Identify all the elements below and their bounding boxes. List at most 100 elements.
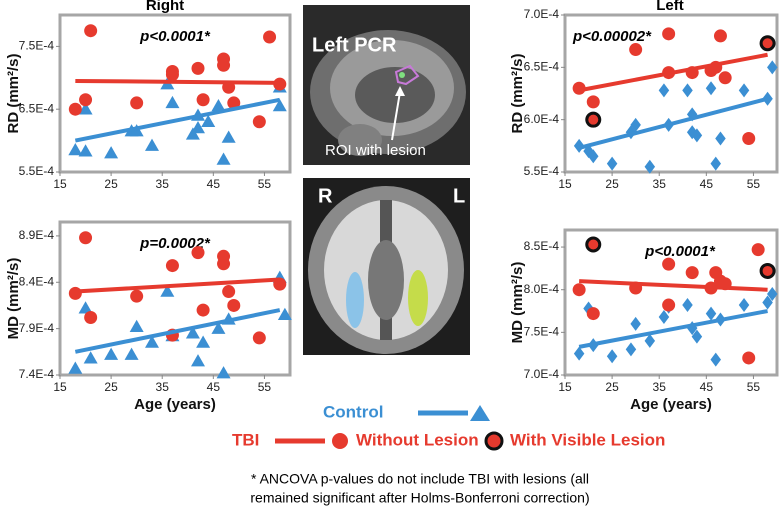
circle-point xyxy=(165,65,179,79)
fit-line xyxy=(578,309,768,349)
diamond-point xyxy=(682,298,693,313)
circle-point xyxy=(718,71,732,85)
plot-frame xyxy=(563,13,779,174)
circle-point xyxy=(196,303,210,317)
y-tick-label: 7.4E-4 xyxy=(19,367,55,381)
lesion-point xyxy=(759,35,776,52)
circle-point xyxy=(130,289,144,303)
triangle-point xyxy=(201,114,216,128)
legend-label: Control xyxy=(323,402,383,421)
triangle-point xyxy=(78,102,93,115)
circle-point xyxy=(713,29,727,43)
y-tick-label: 5.5E-4 xyxy=(19,164,55,178)
diamond-point xyxy=(606,156,618,171)
x-tick-label: 55 xyxy=(258,380,272,394)
x-tick-label: 15 xyxy=(53,380,67,394)
lesion-point xyxy=(585,236,602,253)
y-tick-label: 7.5E-4 xyxy=(19,39,55,53)
x-axis-title: Age (years) xyxy=(630,396,712,413)
y-tick-label: 7.0E-4 xyxy=(524,367,560,381)
x-tick-label: 55 xyxy=(747,177,761,191)
triangle-point xyxy=(78,301,93,314)
triangle-point xyxy=(104,347,119,360)
y-tick-label: 7.9E-4 xyxy=(19,321,55,335)
legend-marker xyxy=(484,431,504,451)
y-tick-label: 6.0E-4 xyxy=(524,112,560,126)
image-label: Left PCR xyxy=(312,34,397,56)
image-label: L xyxy=(453,185,465,207)
diamond-point xyxy=(705,81,717,96)
triangle-point xyxy=(185,326,200,339)
fit-line xyxy=(75,277,280,294)
footnote: remained significant after Holms-Bonferr… xyxy=(250,490,589,506)
y-tick-label: 5.5E-4 xyxy=(524,164,560,178)
fit-line xyxy=(74,308,281,354)
x-tick-label: 55 xyxy=(258,177,272,191)
legend-label: TBI xyxy=(232,430,259,449)
brain-sagittal xyxy=(303,5,470,165)
circle-point xyxy=(629,43,643,57)
circle-point xyxy=(586,95,600,109)
footnote: * ANCOVA p-values do not include TBI wit… xyxy=(251,471,589,487)
y-tick-label: 7.0E-4 xyxy=(524,7,560,21)
y-axis-title: RD (mm²/s) xyxy=(509,53,526,133)
triangle-point xyxy=(78,144,93,157)
circle-point xyxy=(742,351,756,365)
brain-axial xyxy=(303,178,470,355)
column-header: Left xyxy=(656,0,684,14)
x-tick-label: 35 xyxy=(653,177,667,191)
circle-point xyxy=(685,266,699,280)
diamond-point xyxy=(644,333,656,348)
circle-point xyxy=(130,96,144,110)
triangle-point xyxy=(104,146,119,159)
diamond-point xyxy=(715,131,726,146)
p-value: p<0.0001* xyxy=(139,28,211,45)
circle-point xyxy=(191,246,205,260)
circle-point xyxy=(227,298,241,312)
diamond-point xyxy=(738,298,750,313)
fit-line xyxy=(579,279,768,292)
diamond-point xyxy=(644,159,656,174)
x-tick-label: 45 xyxy=(207,380,221,394)
x-tick-label: 25 xyxy=(605,177,619,191)
triangle-point xyxy=(277,307,292,320)
y-axis-title: MD (mm²/s) xyxy=(509,262,526,344)
p-value: p<0.0001* xyxy=(644,243,716,260)
diamond-point xyxy=(682,83,693,98)
circle-point xyxy=(191,61,205,75)
diamond-point xyxy=(705,306,717,321)
plot-frame xyxy=(58,13,292,174)
circle-point xyxy=(84,24,98,38)
triangle-point xyxy=(165,95,180,109)
p-value: p<0.00002* xyxy=(572,28,652,45)
lesion-point xyxy=(585,111,602,128)
circle-point xyxy=(227,96,241,110)
diamond-point xyxy=(630,117,641,132)
y-tick-label: 8.9E-4 xyxy=(19,228,55,242)
triangle-point xyxy=(68,361,83,374)
diamond-point xyxy=(573,138,585,153)
diamond-point xyxy=(630,316,641,331)
triangle-point xyxy=(196,335,211,348)
diamond-point xyxy=(625,342,637,357)
circle-point xyxy=(263,30,277,44)
x-tick-label: 25 xyxy=(104,380,118,394)
triangle-point xyxy=(221,130,236,143)
y-axis-title: MD (mm²/s) xyxy=(5,258,22,340)
triangle-point xyxy=(211,321,226,334)
triangle-point xyxy=(160,284,175,297)
legend-marker xyxy=(470,405,490,421)
x-tick-label: 15 xyxy=(558,177,572,191)
triangle-point xyxy=(211,99,226,112)
triangle-point xyxy=(129,319,144,333)
plot-frame xyxy=(563,228,779,377)
circle-point xyxy=(662,27,676,41)
x-tick-label: 25 xyxy=(104,177,118,191)
circle-point xyxy=(586,307,600,321)
circle-point xyxy=(68,102,82,116)
circle-point xyxy=(252,115,266,129)
y-tick-label: 8.5E-4 xyxy=(524,239,560,253)
fit-line xyxy=(578,52,768,93)
diamond-point xyxy=(606,349,618,364)
